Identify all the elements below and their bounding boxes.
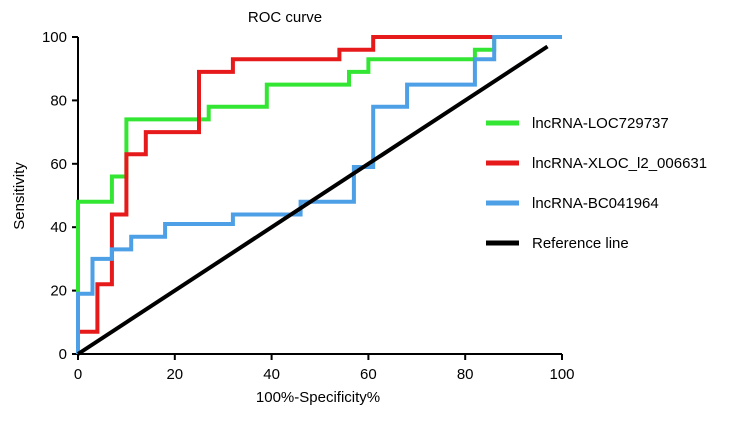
y-tick-label: 40 [50,219,67,236]
legend-item: lncRNA-LOC729737 [486,115,669,132]
y-tick-label: 60 [50,156,67,173]
legend-item: lncRNA-XLOC_l2_006631 [486,155,707,172]
legend-label: lncRNA-XLOC_l2_006631 [532,155,707,172]
series-line-3 [76,35,562,354]
x-tick-label: 60 [360,366,377,383]
x-tick-label: 40 [263,366,280,383]
plot-lines [76,35,562,356]
series-line-2 [76,35,495,354]
x-tick-label: 0 [74,366,82,383]
legend: lncRNA-LOC729737 lncRNA-XLOC_l2_006631lnc… [486,115,707,252]
x-tick-label: 80 [457,366,474,383]
legend-item: Reference line [486,235,629,252]
axes: 0 20 40 60 80 100 0 20 40 60 80 100 [42,29,575,383]
x-tick-label: 100 [549,366,574,383]
legend-label: lncRNA-BC041964 [532,195,659,212]
y-tick-label: 100 [42,29,67,46]
legend-label: Reference line [532,235,629,252]
y-tick-label: 20 [50,283,67,300]
y-axis-title: Sensitivity [11,162,28,230]
x-tick-label: 20 [166,366,183,383]
x-axis-title: 100%-Specificity% [256,389,380,406]
y-tick-label: 80 [50,92,67,109]
chart-title: ROC curve [248,9,322,26]
y-tick-label: 0 [59,346,67,363]
series-line-4 [76,44,549,356]
legend-item: lncRNA-BC041964 [486,195,659,212]
legend-label: lncRNA-LOC729737 [532,115,669,132]
